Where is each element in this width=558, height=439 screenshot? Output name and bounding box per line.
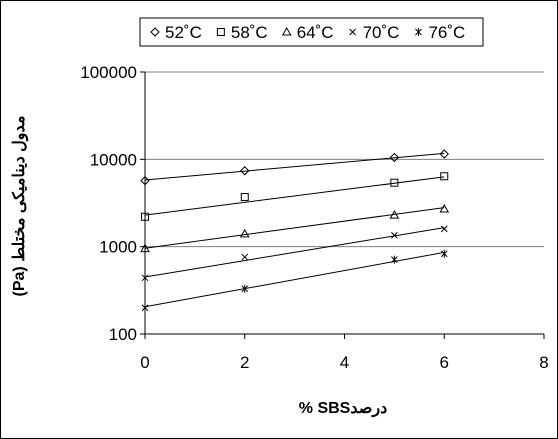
- legend-marker-triangle: [281, 26, 292, 36]
- trendlines: [144, 152, 445, 308]
- x-tick-label: 4: [340, 353, 349, 372]
- x-tick-label: 6: [440, 353, 449, 372]
- x-tick-label: 2: [240, 353, 249, 372]
- x-axis-title: درصدSBS %: [299, 400, 387, 418]
- data-point-diamond: [389, 152, 400, 163]
- trendline: [144, 207, 445, 249]
- data-point-triangle: [239, 228, 250, 238]
- y-tick-label: 1000: [99, 238, 137, 257]
- tick-labels: 100 1000 10000 100000 0 2 4 6 8: [80, 63, 548, 372]
- legend-marker-diamond: [150, 27, 160, 37]
- x-tick-label: 8: [539, 353, 548, 372]
- y-tick-label: 100: [109, 325, 137, 344]
- data-point-diamond: [439, 149, 449, 159]
- x-tick-label: 0: [140, 353, 149, 372]
- data-point-triangle: [389, 210, 400, 219]
- legend-label: 76˚C: [428, 23, 465, 42]
- data-point-square: [141, 212, 149, 221]
- legend-label: 64˚C: [297, 23, 334, 42]
- legend-marker-x: [349, 28, 356, 36]
- data-point-star: [241, 284, 249, 293]
- legend-marker-star: [415, 28, 422, 36]
- data-point-square: [390, 178, 399, 187]
- y-tick-label: 10000: [90, 150, 137, 169]
- data-points: [140, 149, 450, 312]
- axes: [140, 71, 545, 339]
- data-point-triangle: [140, 243, 150, 253]
- legend-label: 58˚C: [231, 23, 268, 42]
- data-point-x: [440, 225, 448, 233]
- trendline: [144, 227, 445, 278]
- trendline: [144, 176, 445, 216]
- data-point-square: [240, 193, 249, 202]
- trendline: [144, 152, 445, 181]
- legend-marker-square: [216, 28, 225, 36]
- data-point-star: [391, 255, 398, 264]
- data-point-x: [391, 231, 398, 239]
- trendline: [144, 251, 445, 308]
- data-point-star: [440, 249, 448, 258]
- y-axis-title: مدول دینامیکی مختلط (Pa): [11, 116, 29, 297]
- y-tick-label: 100000: [80, 63, 137, 82]
- data-point-diamond: [240, 166, 250, 176]
- data-point-square: [440, 172, 449, 181]
- data-point-diamond: [140, 175, 150, 186]
- legend-label: 70˚C: [363, 23, 400, 42]
- data-point-star: [141, 303, 149, 312]
- legend-label: 52˚C: [165, 23, 202, 42]
- data-point-x: [241, 253, 249, 261]
- data-point-triangle: [439, 203, 450, 213]
- data-point-x: [141, 274, 149, 282]
- gridlines: [145, 71, 544, 248]
- legend-box: [139, 17, 484, 47]
- legend: 52˚C 58˚C 64˚C 70˚C 76˚C: [139, 17, 484, 47]
